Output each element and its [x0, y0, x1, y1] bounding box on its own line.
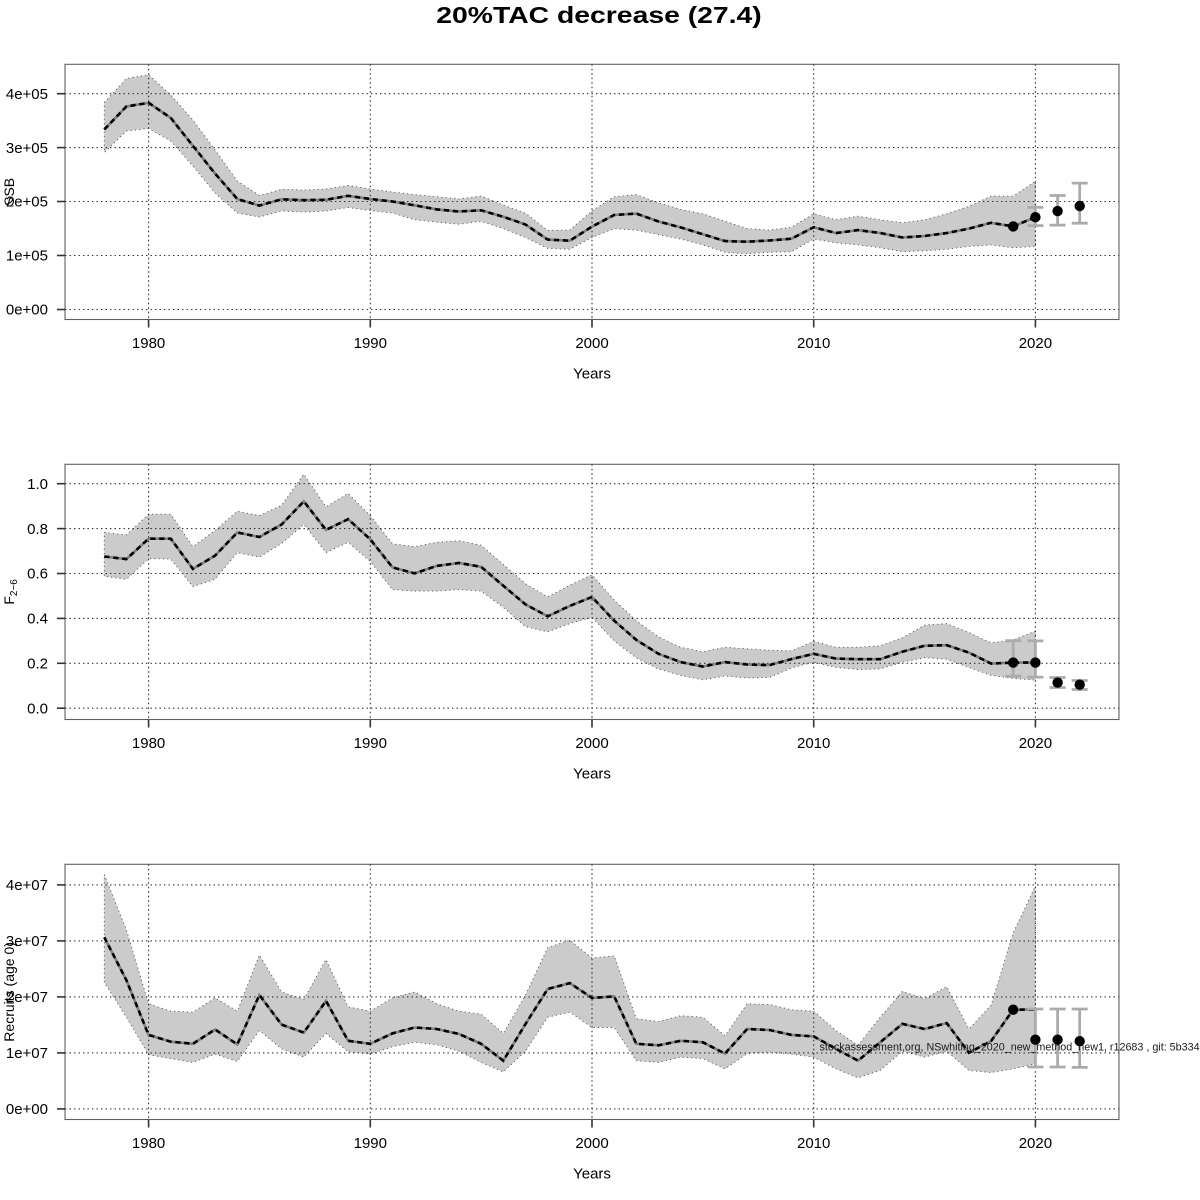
svg-text:1980: 1980	[132, 735, 165, 752]
svg-text:2e+05: 2e+05	[6, 194, 48, 211]
svg-text:2010: 2010	[797, 735, 830, 752]
svg-text:0e+00: 0e+00	[6, 1101, 48, 1118]
svg-text:2020: 2020	[1019, 735, 1052, 752]
svg-text:2e+07: 2e+07	[6, 989, 48, 1006]
svg-text:1990: 1990	[354, 1135, 387, 1152]
svg-text:3e+07: 3e+07	[6, 933, 48, 950]
svg-text:2010: 2010	[797, 1135, 830, 1152]
svg-text:0.8: 0.8	[27, 521, 48, 538]
svg-text:0.6: 0.6	[27, 566, 48, 583]
svg-text:SSB: SSB	[1, 178, 17, 206]
svg-text:1990: 1990	[354, 735, 387, 752]
svg-text:1e+05: 1e+05	[6, 248, 48, 265]
svg-text:1e+07: 1e+07	[6, 1045, 48, 1062]
svg-text:2010: 2010	[797, 335, 830, 352]
svg-text:0e+00: 0e+00	[6, 302, 48, 319]
svg-text:Years: Years	[573, 1166, 611, 1183]
svg-text:2000: 2000	[575, 735, 608, 752]
svg-text:1.0: 1.0	[27, 476, 48, 493]
svg-text:2000: 2000	[575, 335, 608, 352]
svg-text:1980: 1980	[132, 1135, 165, 1152]
svg-text:stockassessment.org, NSwhiting: stockassessment.org, NSwhiting_2020_new_…	[820, 1042, 1200, 1054]
svg-text:1990: 1990	[354, 335, 387, 352]
svg-text:3e+05: 3e+05	[6, 140, 48, 157]
svg-text:0.0: 0.0	[27, 700, 48, 717]
svg-text:1980: 1980	[132, 335, 165, 352]
svg-text:2020: 2020	[1019, 1135, 1052, 1152]
svg-text:4e+07: 4e+07	[6, 877, 48, 894]
svg-text:Years: Years	[573, 766, 611, 783]
svg-text:2000: 2000	[575, 1135, 608, 1152]
svg-text:0.2: 0.2	[27, 656, 48, 673]
svg-text:2020: 2020	[1019, 335, 1052, 352]
svg-text:Recruits (age 0): Recruits (age 0)	[1, 942, 17, 1042]
svg-text:Years: Years	[573, 366, 611, 383]
svg-text:4e+05: 4e+05	[6, 86, 48, 103]
svg-text:20%TAC decrease (27.4): 20%TAC decrease (27.4)	[436, 3, 761, 28]
svg-text:0.4: 0.4	[27, 611, 48, 628]
